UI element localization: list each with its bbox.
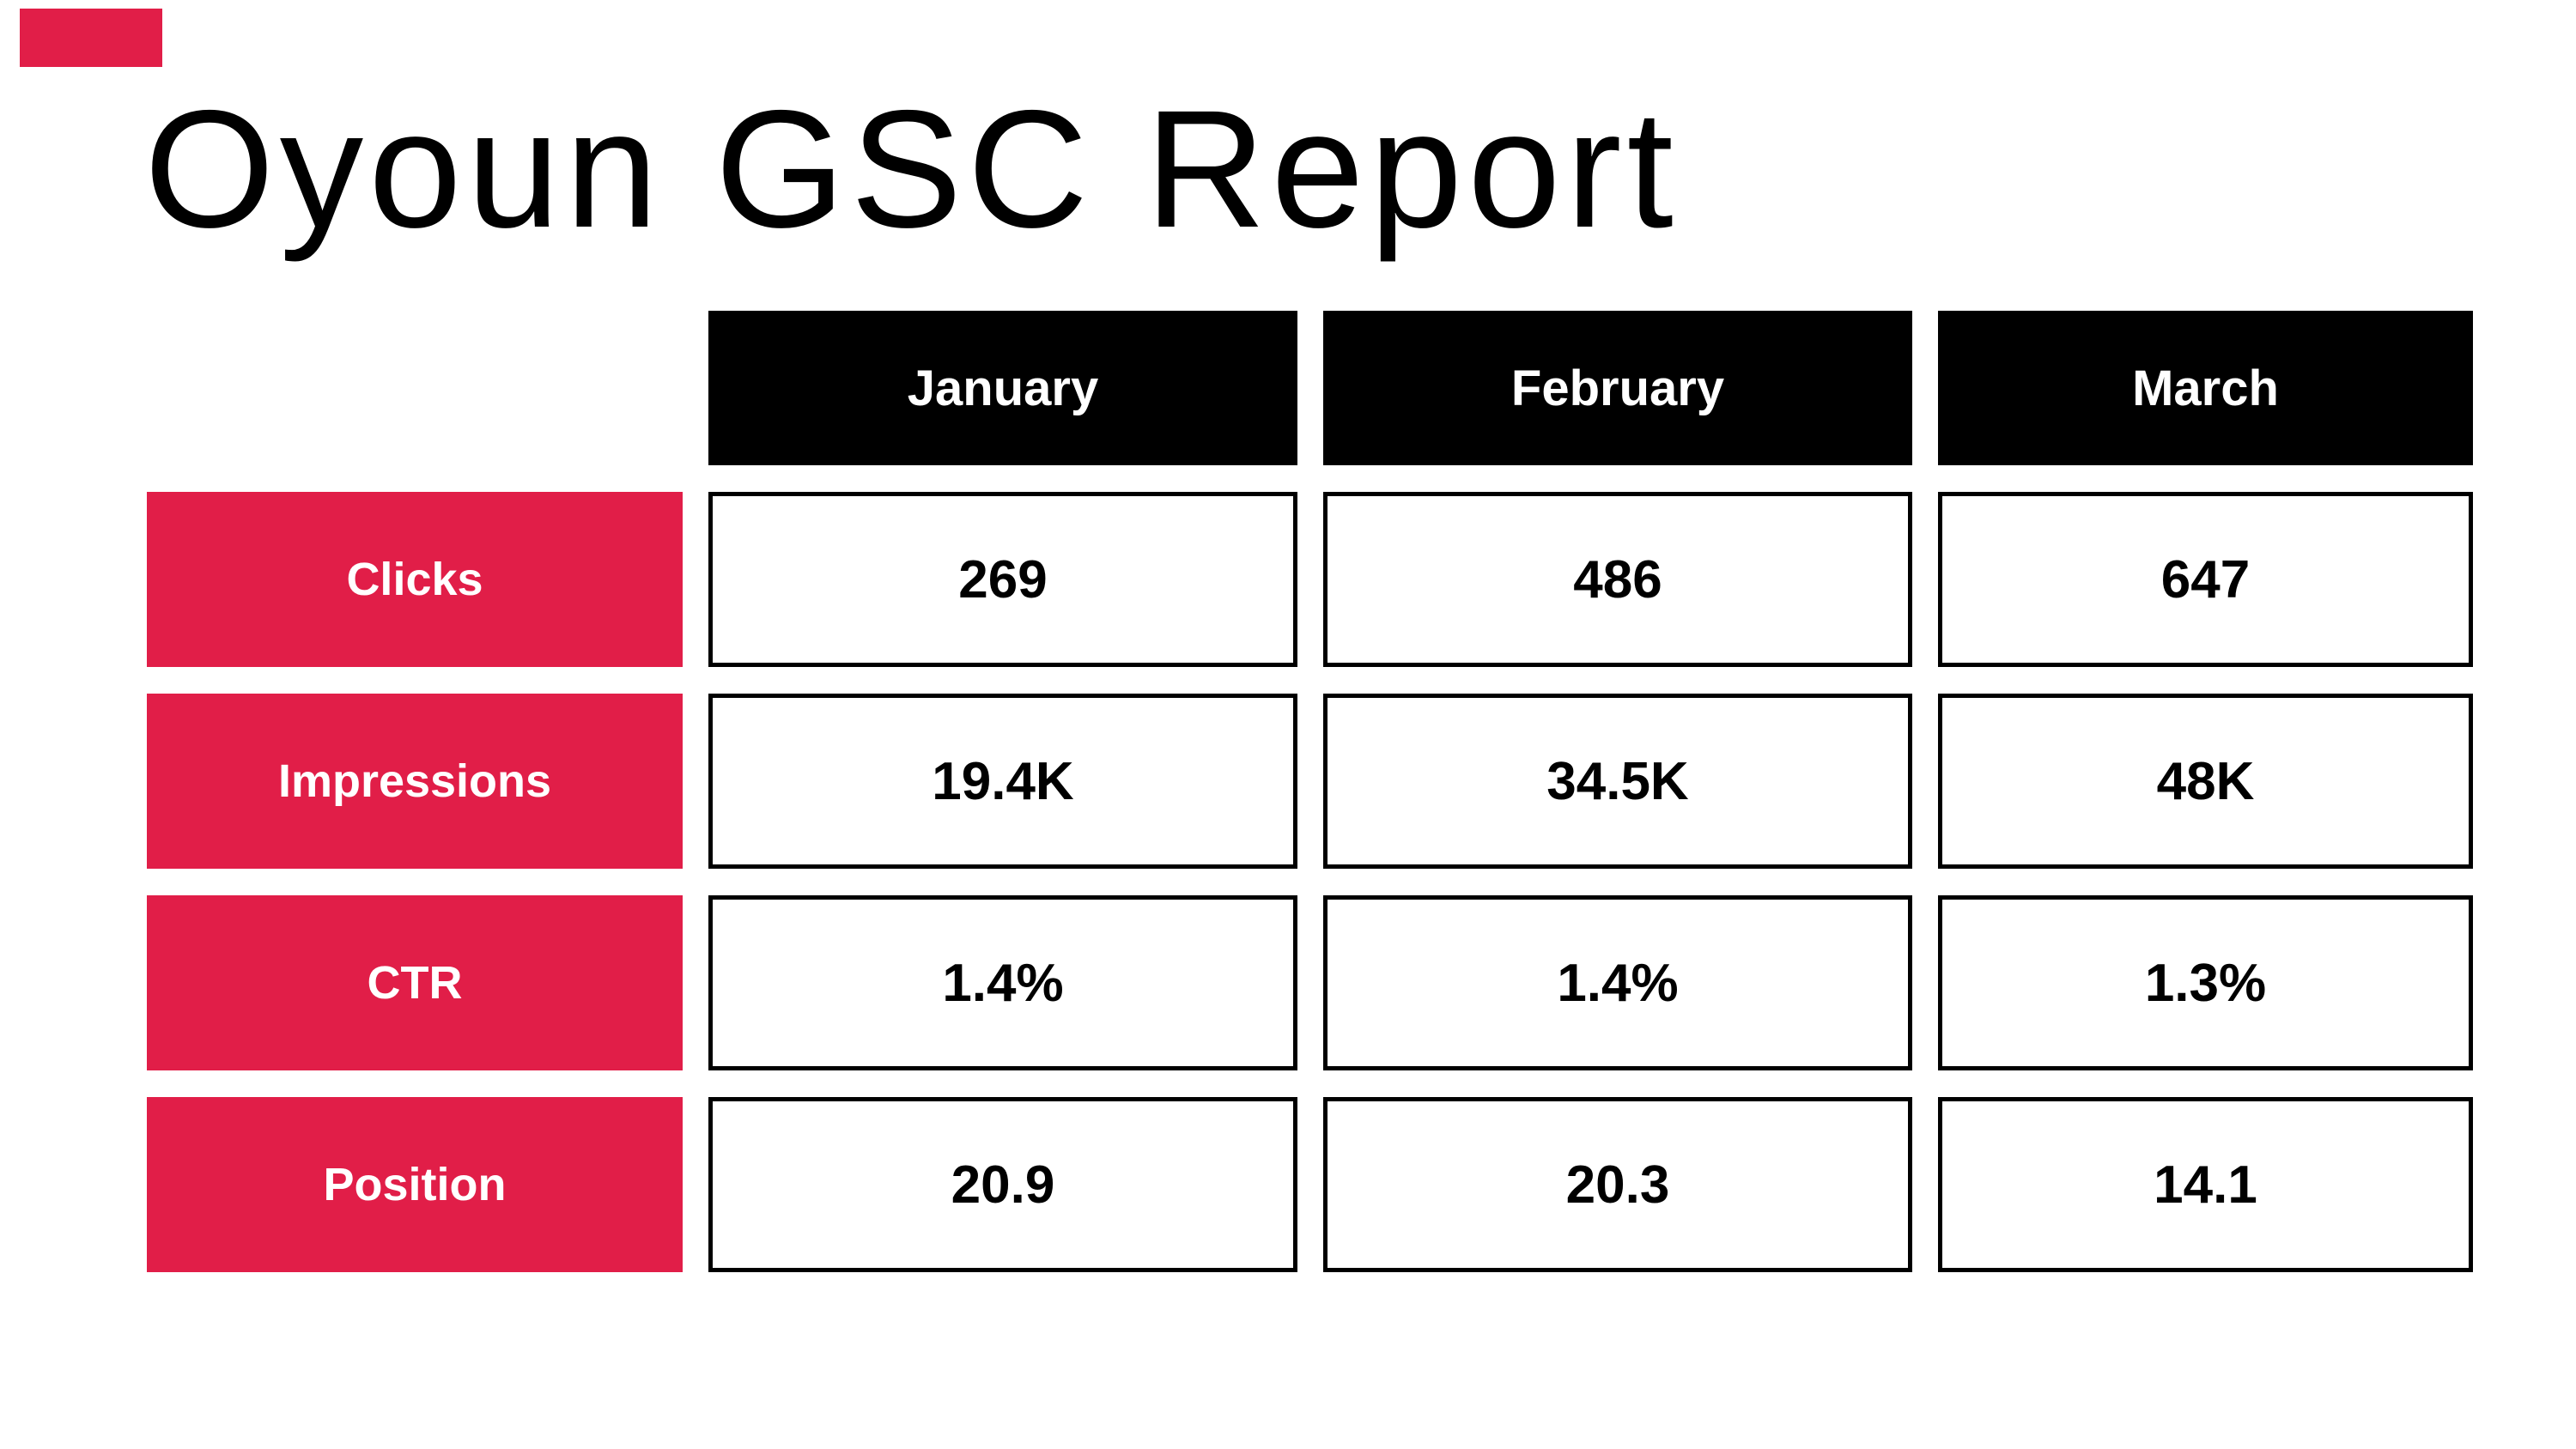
table-cell-ctr-february: 1.4% — [1323, 895, 1912, 1070]
page-title: Oyoun GSC Report — [144, 76, 1679, 263]
table-corner-spacer — [147, 311, 683, 465]
table-cell-impressions-february: 34.5K — [1323, 694, 1912, 869]
table-cell-clicks-february: 486 — [1323, 492, 1912, 667]
column-header-february: February — [1323, 311, 1912, 465]
table-cell-position-march: 14.1 — [1938, 1097, 2473, 1272]
table-cell-ctr-march: 1.3% — [1938, 895, 2473, 1070]
table-cell-ctr-january: 1.4% — [708, 895, 1297, 1070]
column-header-january: January — [708, 311, 1297, 465]
column-header-march: March — [1938, 311, 2473, 465]
table-cell-position-february: 20.3 — [1323, 1097, 1912, 1272]
accent-bar — [20, 9, 162, 67]
table-cell-clicks-march: 647 — [1938, 492, 2473, 667]
row-header-impressions: Impressions — [147, 694, 683, 869]
row-header-ctr: CTR — [147, 895, 683, 1070]
table-cell-impressions-january: 19.4K — [708, 694, 1297, 869]
row-header-clicks: Clicks — [147, 492, 683, 667]
table-cell-impressions-march: 48K — [1938, 694, 2473, 869]
table-cell-position-january: 20.9 — [708, 1097, 1297, 1272]
gsc-metrics-table: January February March Clicks 269 486 64… — [147, 311, 2473, 1272]
table-cell-clicks-january: 269 — [708, 492, 1297, 667]
row-header-position: Position — [147, 1097, 683, 1272]
